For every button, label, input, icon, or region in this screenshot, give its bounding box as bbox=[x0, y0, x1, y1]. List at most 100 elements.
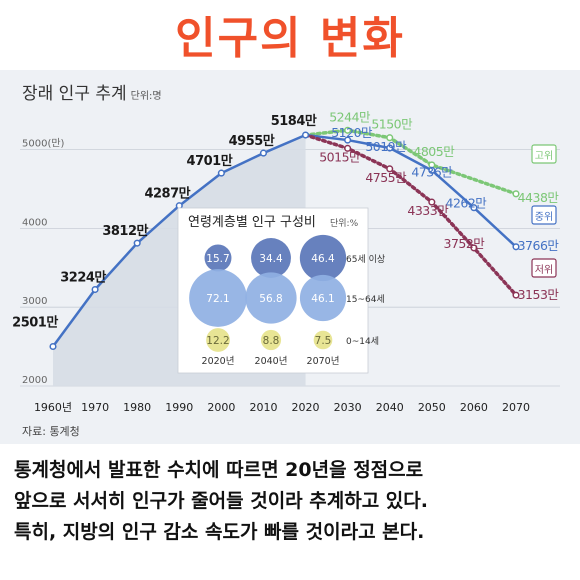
point-label-actual-2010: 4955만 bbox=[229, 133, 275, 149]
bubble-col-label-2: 2070년 bbox=[307, 356, 340, 367]
point-low-2030 bbox=[344, 144, 352, 152]
series-tag-medium bbox=[531, 205, 557, 225]
bubble-1-2 bbox=[299, 274, 347, 322]
x-tick-label-1: 1970 bbox=[81, 401, 109, 414]
bubble-value-0-1: 34.4 bbox=[259, 253, 283, 265]
chart-title: 장래 인구 추계 단위:명 bbox=[22, 79, 162, 104]
point-label-actual-1990: 4287만 bbox=[144, 186, 190, 202]
bubble-value-0-2: 46.4 bbox=[311, 253, 335, 265]
point-medium-2050 bbox=[428, 166, 436, 174]
caption: 통계청에서 발표한 수치에 따르면 20년을 정점으로 앞으로 서서히 인구가 … bbox=[14, 455, 570, 548]
point-label-actual-2020: 5184만 bbox=[271, 113, 317, 129]
point-actual-2010 bbox=[259, 149, 268, 157]
page-title: 인구의 변화 bbox=[175, 13, 405, 64]
bubble-value-1-1: 56.8 bbox=[259, 293, 282, 305]
chart-title-text: 장래 인구 추계 bbox=[22, 84, 127, 104]
point-low-2040 bbox=[386, 165, 394, 173]
x-tick-label-7: 2030 bbox=[334, 401, 362, 414]
caption-line-3: 특히, 지방의 인구 감소 속도가 빠를 것이라고 본다. bbox=[14, 521, 425, 543]
inset-unit: 단위:% bbox=[330, 218, 359, 229]
bubble-col-label-0: 2020년 bbox=[202, 356, 235, 367]
y-tick-label-3: 2000 bbox=[22, 375, 47, 386]
point-label-high-2040: 5150만 bbox=[371, 117, 413, 132]
inset-title: 연령계층별 인구 구성비 bbox=[188, 215, 316, 230]
point-label-low-2030: 5015만 bbox=[319, 149, 361, 164]
bubble-col-label-1: 2040년 bbox=[255, 356, 288, 367]
series-line-low bbox=[303, 133, 518, 297]
chart-unit: 단위:명 bbox=[130, 91, 162, 102]
x-tick-label-6: 2020 bbox=[292, 401, 320, 414]
bubble-1-1 bbox=[245, 272, 297, 324]
point-label-actual-1980: 3812만 bbox=[102, 223, 148, 239]
bubble-value-2-0: 12.2 bbox=[206, 335, 229, 347]
bubble-row-label-0: 65세 이상 bbox=[346, 254, 385, 265]
point-label-actual-1960: 2501만 bbox=[12, 315, 58, 331]
bubble-row-label-1: 15~64세 bbox=[346, 294, 385, 305]
bubble-value-1-2: 46.1 bbox=[311, 293, 334, 305]
series-tag-label-medium: 중위 bbox=[535, 210, 553, 223]
series-tag-high bbox=[531, 144, 557, 164]
y-tick-label-1: 4000 bbox=[22, 217, 47, 228]
x-tick-label-4: 2000 bbox=[207, 401, 235, 414]
point-label-medium-2050: 4736만 bbox=[411, 164, 453, 179]
point-actual-1960 bbox=[49, 342, 57, 351]
series-tag-low bbox=[531, 258, 557, 278]
point-label-medium-2060: 4262만 bbox=[446, 196, 488, 211]
bubble-2-2 bbox=[313, 330, 333, 350]
bubble-0-2 bbox=[299, 234, 347, 282]
bubble-0-1 bbox=[251, 238, 291, 278]
point-actual-2020 bbox=[301, 131, 310, 139]
point-label-medium-2040: 5019만 bbox=[365, 139, 407, 154]
caption-line-1: 통계청에서 발표한 수치에 따르면 20년을 정점으로 bbox=[14, 459, 424, 481]
point-actual-2000 bbox=[217, 169, 225, 177]
bubble-2-1 bbox=[260, 329, 282, 351]
x-tick-label-10: 2060 bbox=[460, 401, 488, 414]
point-low-2060 bbox=[470, 244, 478, 252]
bubble-value-2-2: 7.5 bbox=[315, 335, 332, 347]
point-medium-2040 bbox=[386, 144, 394, 152]
point-label-low-2070: 3153만 bbox=[518, 287, 560, 302]
series-tag-label-high: 고위 bbox=[535, 149, 553, 162]
x-tick-label-11: 2070 bbox=[502, 401, 530, 414]
point-low-2070 bbox=[512, 291, 520, 299]
bubble-value-1-0: 72.1 bbox=[206, 293, 229, 305]
point-medium-2060 bbox=[470, 204, 478, 212]
point-actual-1980 bbox=[133, 239, 141, 247]
point-label-medium-2070: 3766만 bbox=[518, 238, 560, 253]
bubble-value-2-1: 8.8 bbox=[263, 335, 280, 347]
point-medium-2070 bbox=[512, 243, 520, 251]
point-high-2030 bbox=[344, 126, 352, 134]
point-label-low-2050: 4333만 bbox=[407, 203, 449, 218]
bubble-2-0 bbox=[206, 328, 230, 352]
point-medium-2030 bbox=[344, 136, 352, 144]
point-high-2070 bbox=[512, 190, 520, 198]
series-line-medium bbox=[305, 133, 517, 248]
point-low-2050 bbox=[428, 198, 436, 206]
x-tick-label-8: 2040 bbox=[376, 401, 404, 414]
bubble-value-0-0: 15.7 bbox=[206, 253, 229, 265]
point-label-actual-1970: 3224만 bbox=[60, 270, 106, 286]
bubble-0-0 bbox=[204, 244, 232, 272]
point-high-2040 bbox=[386, 134, 394, 142]
x-tick-label-2: 1980 bbox=[123, 401, 151, 414]
point-label-low-2060: 3752만 bbox=[444, 236, 486, 251]
x-tick-label-3: 1990 bbox=[165, 401, 193, 414]
point-label-high-2070: 4438만 bbox=[518, 190, 560, 205]
bubble-row-label-2: 0~14세 bbox=[346, 336, 379, 347]
point-label-high-2050: 4805만 bbox=[413, 144, 455, 159]
series-tag-label-low: 저위 bbox=[535, 263, 553, 276]
x-tick-label-5: 2010 bbox=[249, 401, 277, 414]
point-label-low-2040: 4755만 bbox=[365, 170, 407, 185]
point-actual-1970 bbox=[91, 285, 99, 294]
point-label-high-2030: 5244만 bbox=[329, 109, 371, 124]
x-tick-label-0: 1960년 bbox=[34, 401, 72, 414]
y-tick-label-0: 5000(만) bbox=[22, 138, 65, 150]
point-label-medium-2030: 5120만 bbox=[331, 125, 373, 140]
y-tick-label-2: 3000 bbox=[22, 296, 47, 307]
caption-line-2: 앞으로 서서히 인구가 줄어들 것이라 추계하고 있다. bbox=[14, 490, 428, 512]
bubble-1-0 bbox=[189, 269, 247, 327]
chart-source: 자료: 통계청 bbox=[22, 425, 80, 438]
x-tick-label-9: 2050 bbox=[418, 401, 446, 414]
point-label-actual-2000: 4701만 bbox=[187, 153, 233, 169]
